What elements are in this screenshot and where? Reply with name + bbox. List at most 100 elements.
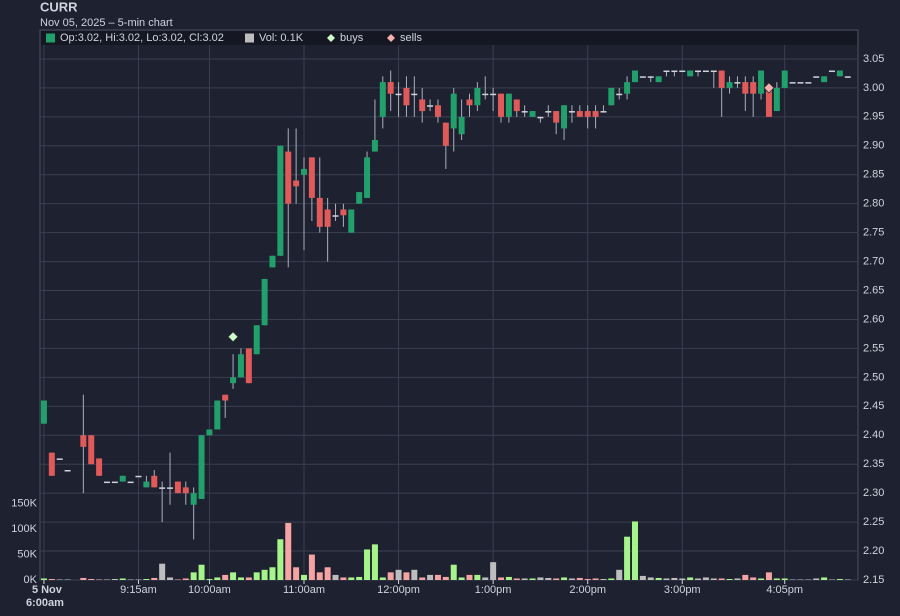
candle-body bbox=[584, 111, 591, 117]
candle-body bbox=[750, 82, 757, 94]
volume-bar bbox=[679, 578, 686, 580]
x-tick-label: 1:00pm bbox=[475, 584, 512, 596]
y-tick-label: 3.05 bbox=[863, 53, 884, 65]
volume-bar bbox=[442, 576, 449, 580]
x-tick-label: 9:15am bbox=[120, 584, 157, 596]
volume-bar bbox=[537, 577, 544, 580]
candle-body bbox=[119, 475, 126, 482]
volume-bar bbox=[356, 576, 363, 580]
legend-buys: buys bbox=[340, 32, 364, 44]
candle-body bbox=[277, 145, 284, 256]
candle-body bbox=[663, 70, 670, 73]
volume-bar bbox=[96, 579, 103, 580]
volume-bar bbox=[592, 578, 599, 580]
candle-body bbox=[695, 70, 702, 73]
volume-bar bbox=[340, 577, 347, 580]
x-tick-label: 4:05pm bbox=[766, 584, 803, 596]
volume-bar bbox=[639, 575, 646, 580]
legend-sells: sells bbox=[400, 32, 423, 44]
volume-bar bbox=[805, 579, 812, 580]
candle-body bbox=[821, 76, 828, 83]
volume-bar bbox=[379, 577, 386, 580]
candle-body bbox=[348, 209, 355, 233]
y-tick-label: 3.00 bbox=[863, 82, 884, 94]
candle-body bbox=[781, 70, 788, 88]
volume-bar bbox=[687, 577, 694, 580]
candle-body bbox=[797, 82, 804, 84]
volume-bar bbox=[411, 569, 418, 580]
volume-tick-label: 150K bbox=[11, 498, 37, 510]
y-tick-label: 2.80 bbox=[863, 198, 884, 210]
candle-body bbox=[458, 116, 465, 135]
volume-bar bbox=[702, 577, 709, 580]
volume-bar bbox=[844, 579, 851, 580]
y-tick-label: 2.25 bbox=[863, 516, 884, 528]
volume-bar bbox=[789, 579, 796, 580]
volume-bar bbox=[56, 579, 63, 580]
volume-bar bbox=[608, 578, 615, 580]
candle-body bbox=[64, 470, 71, 472]
y-tick-label: 2.55 bbox=[863, 342, 884, 354]
volume-bar bbox=[40, 578, 47, 580]
candle-body bbox=[190, 493, 197, 505]
candle-body bbox=[773, 87, 780, 112]
volume-bar bbox=[695, 578, 702, 580]
y-tick-label: 2.45 bbox=[863, 400, 884, 412]
legend-ohlc: Op:3.02, Hi:3.02, Lo:3.02, Cl:3.02 bbox=[60, 32, 224, 44]
candle-body bbox=[135, 475, 142, 478]
candle-body bbox=[482, 93, 489, 96]
volume-bar bbox=[371, 544, 378, 580]
legend-swatch bbox=[46, 33, 55, 43]
volume-bar bbox=[261, 569, 268, 580]
volume-bar bbox=[836, 578, 843, 580]
candle-body bbox=[561, 105, 568, 129]
volume-bar bbox=[237, 577, 244, 580]
candle-body bbox=[261, 278, 268, 326]
volume-bar bbox=[742, 574, 749, 580]
volume-bar bbox=[490, 562, 497, 580]
candle-body bbox=[127, 481, 134, 484]
volume-bar bbox=[222, 574, 229, 580]
candle-body bbox=[182, 487, 189, 494]
volume-bar bbox=[781, 578, 788, 580]
sell-marker bbox=[763, 82, 775, 94]
volume-bar bbox=[813, 578, 820, 580]
volume-bar bbox=[561, 577, 568, 580]
candle-body bbox=[490, 93, 497, 96]
x-tick-label: 2:00pm bbox=[569, 584, 606, 596]
candle-body bbox=[411, 93, 418, 96]
volume-bar bbox=[726, 578, 733, 580]
candle-body bbox=[40, 400, 47, 424]
volume-bar bbox=[718, 578, 725, 580]
volume-bar bbox=[553, 578, 560, 580]
volume-bar bbox=[214, 577, 221, 580]
candle-body bbox=[687, 70, 694, 77]
volume-bar bbox=[600, 578, 607, 580]
volume-bar bbox=[758, 578, 765, 580]
volume-bar bbox=[482, 577, 489, 580]
x-tick-sublabel: 6:00am bbox=[26, 597, 64, 609]
candle-body bbox=[88, 435, 95, 465]
volume-bar bbox=[387, 572, 394, 580]
candle-body bbox=[198, 435, 205, 499]
candle-body bbox=[151, 475, 158, 488]
candle-body bbox=[434, 105, 441, 117]
volume-bar bbox=[332, 574, 339, 580]
volume-bar bbox=[576, 577, 583, 580]
volume-bar bbox=[308, 554, 315, 580]
volume-bar bbox=[765, 572, 772, 580]
chart-subtitle: Nov 05, 2025 – 5-min chart bbox=[40, 17, 173, 29]
volume-bar bbox=[119, 578, 126, 580]
candle-body bbox=[655, 76, 662, 83]
volume-bar bbox=[127, 579, 134, 580]
y-tick-label: 2.90 bbox=[863, 140, 884, 152]
legend-swatch bbox=[327, 34, 335, 42]
candle-body bbox=[545, 111, 552, 113]
candle-body bbox=[364, 157, 371, 198]
candle-body bbox=[379, 82, 386, 117]
volume-bar bbox=[167, 577, 174, 580]
candle-body bbox=[80, 435, 87, 447]
candle-body bbox=[245, 348, 252, 384]
volume-bar bbox=[403, 572, 410, 580]
